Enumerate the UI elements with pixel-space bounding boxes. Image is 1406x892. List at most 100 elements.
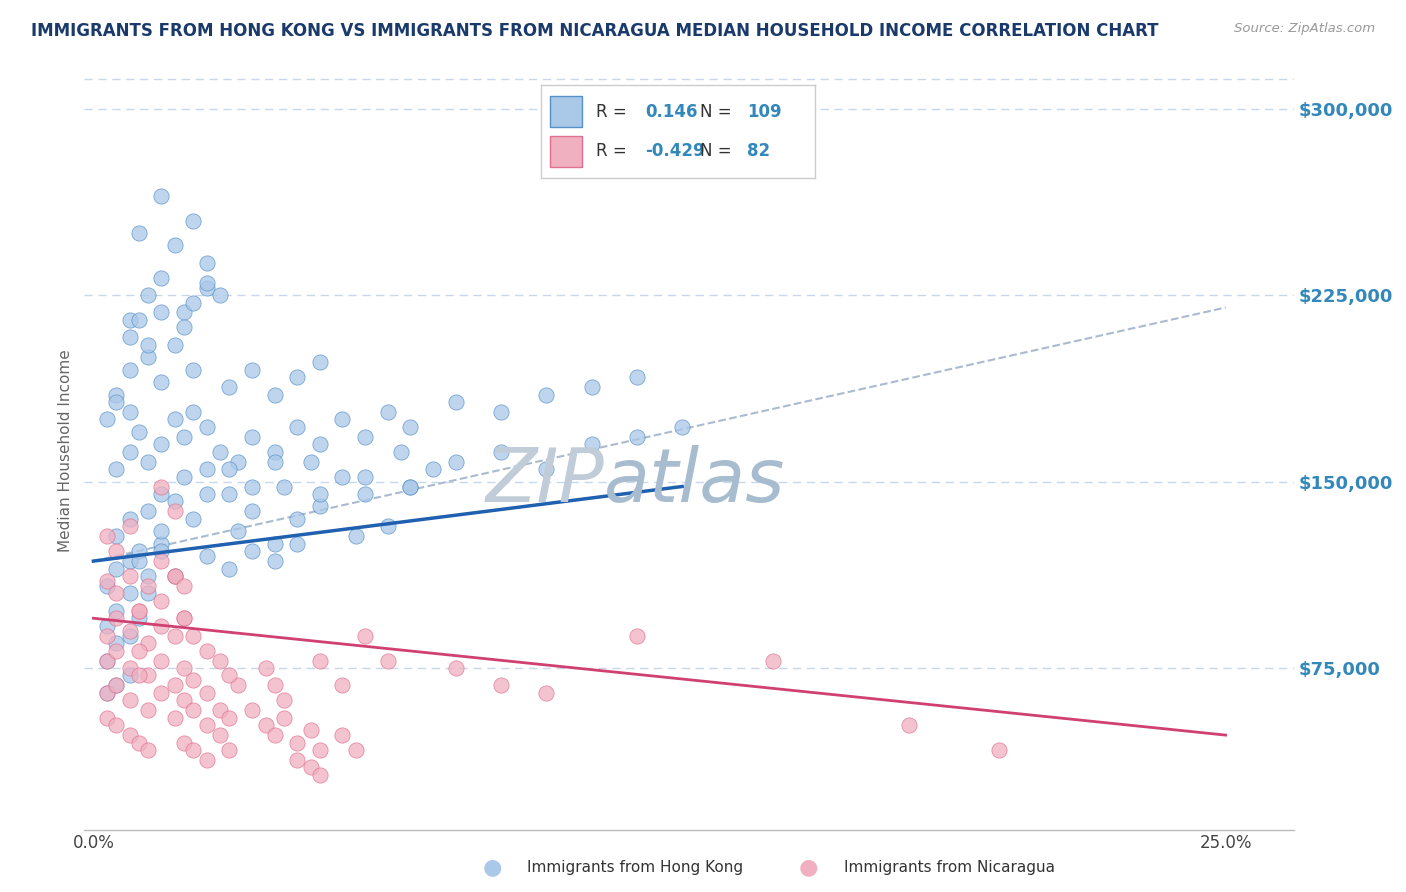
- Point: [118, 313, 141, 327]
- Point: [218, 743, 240, 757]
- Point: [136, 350, 159, 364]
- Point: [96, 412, 118, 426]
- Text: Immigrants from Nicaragua: Immigrants from Nicaragua: [844, 860, 1054, 874]
- Point: [118, 668, 141, 682]
- Point: [263, 537, 285, 551]
- Point: [96, 686, 118, 700]
- Point: [377, 405, 399, 419]
- Point: [105, 611, 128, 625]
- Point: [150, 524, 173, 539]
- Text: 82: 82: [747, 143, 770, 161]
- Point: [118, 728, 141, 742]
- Point: [173, 693, 195, 707]
- Point: [96, 711, 118, 725]
- Point: [195, 487, 218, 501]
- Point: [273, 693, 295, 707]
- Point: [399, 420, 422, 434]
- Point: [181, 512, 204, 526]
- Point: [181, 743, 204, 757]
- Point: [181, 295, 204, 310]
- Point: [299, 723, 322, 738]
- Point: [128, 226, 150, 240]
- Point: [136, 579, 159, 593]
- Point: [136, 636, 159, 650]
- Point: [136, 743, 159, 757]
- Point: [240, 430, 263, 444]
- Point: [181, 703, 204, 717]
- Text: -0.429: -0.429: [645, 143, 706, 161]
- Point: [228, 455, 250, 469]
- Point: [150, 554, 173, 568]
- Point: [136, 668, 159, 682]
- Point: [209, 444, 232, 458]
- Point: [173, 320, 195, 334]
- Point: [308, 437, 330, 451]
- Point: [299, 760, 322, 774]
- Point: [173, 469, 195, 483]
- Point: [263, 554, 285, 568]
- Point: [128, 554, 150, 568]
- Point: [163, 494, 186, 508]
- Point: [150, 686, 173, 700]
- Point: [240, 504, 263, 518]
- Text: R =: R =: [596, 103, 627, 120]
- Point: [136, 338, 159, 352]
- Point: [96, 529, 118, 543]
- Point: [671, 420, 693, 434]
- Text: atlas: atlas: [605, 445, 786, 516]
- Point: [308, 487, 330, 501]
- Point: [263, 678, 285, 692]
- Point: [536, 686, 558, 700]
- Point: [195, 686, 218, 700]
- Point: [195, 280, 218, 294]
- Point: [444, 661, 467, 675]
- Point: [163, 238, 186, 252]
- Point: [489, 405, 512, 419]
- Point: [105, 718, 128, 732]
- Point: [273, 479, 295, 493]
- Point: [150, 594, 173, 608]
- Point: [96, 686, 118, 700]
- Point: [195, 718, 218, 732]
- Point: [354, 430, 377, 444]
- Point: [118, 330, 141, 344]
- Point: [163, 569, 186, 583]
- Point: [96, 653, 118, 667]
- Point: [195, 549, 218, 563]
- Point: [240, 479, 263, 493]
- Point: [209, 703, 232, 717]
- Point: [254, 661, 277, 675]
- Point: [308, 768, 330, 782]
- Point: [489, 678, 512, 692]
- Point: [536, 387, 558, 401]
- Y-axis label: Median Household Income: Median Household Income: [58, 349, 73, 552]
- Point: [228, 678, 250, 692]
- Point: [128, 425, 150, 439]
- Point: [150, 188, 173, 202]
- Point: [308, 743, 330, 757]
- Point: [173, 611, 195, 625]
- Point: [285, 420, 308, 434]
- Point: [195, 753, 218, 767]
- Point: [332, 469, 354, 483]
- Point: [308, 500, 330, 514]
- Point: [218, 380, 240, 394]
- Point: [96, 618, 118, 632]
- Point: [181, 673, 204, 688]
- Text: R =: R =: [596, 143, 627, 161]
- Point: [150, 653, 173, 667]
- Point: [173, 430, 195, 444]
- Point: [118, 554, 141, 568]
- Point: [150, 375, 173, 389]
- Point: [173, 661, 195, 675]
- Text: 109: 109: [747, 103, 782, 120]
- Point: [897, 718, 920, 732]
- Text: 0.146: 0.146: [645, 103, 697, 120]
- Point: [377, 519, 399, 533]
- Point: [150, 618, 173, 632]
- Point: [285, 512, 308, 526]
- Point: [128, 604, 150, 618]
- Point: [118, 444, 141, 458]
- Point: [105, 529, 128, 543]
- Point: [163, 678, 186, 692]
